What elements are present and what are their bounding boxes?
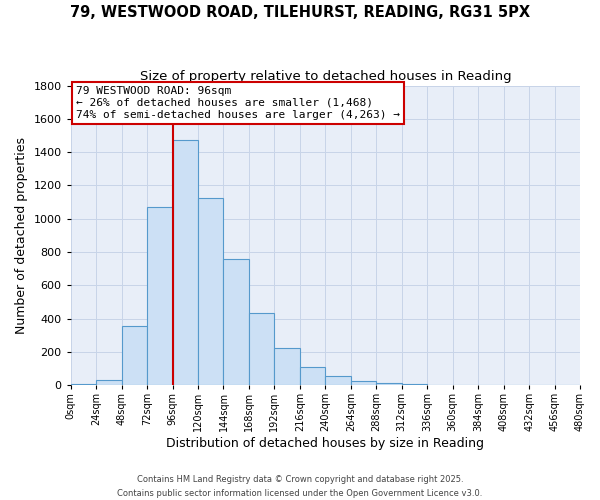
Bar xyxy=(71,384,96,385)
Text: 79 WESTWOOD ROAD: 96sqm
← 26% of detached houses are smaller (1,468)
74% of semi: 79 WESTWOOD ROAD: 96sqm ← 26% of detache… xyxy=(76,86,400,120)
Bar xyxy=(274,348,300,385)
Bar xyxy=(325,376,351,385)
Bar xyxy=(173,140,198,385)
Bar xyxy=(402,384,427,385)
Bar xyxy=(249,313,274,385)
Bar xyxy=(376,383,402,385)
Bar xyxy=(223,258,249,385)
Bar xyxy=(122,326,147,385)
Bar xyxy=(147,207,173,385)
Bar xyxy=(198,198,223,385)
Bar xyxy=(96,380,122,385)
Text: 79, WESTWOOD ROAD, TILEHURST, READING, RG31 5PX: 79, WESTWOOD ROAD, TILEHURST, READING, R… xyxy=(70,5,530,20)
Bar xyxy=(351,381,376,385)
X-axis label: Distribution of detached houses by size in Reading: Distribution of detached houses by size … xyxy=(166,437,484,450)
Bar xyxy=(300,367,325,385)
Title: Size of property relative to detached houses in Reading: Size of property relative to detached ho… xyxy=(140,70,511,83)
Text: Contains HM Land Registry data © Crown copyright and database right 2025.
Contai: Contains HM Land Registry data © Crown c… xyxy=(118,476,482,498)
Y-axis label: Number of detached properties: Number of detached properties xyxy=(15,137,28,334)
